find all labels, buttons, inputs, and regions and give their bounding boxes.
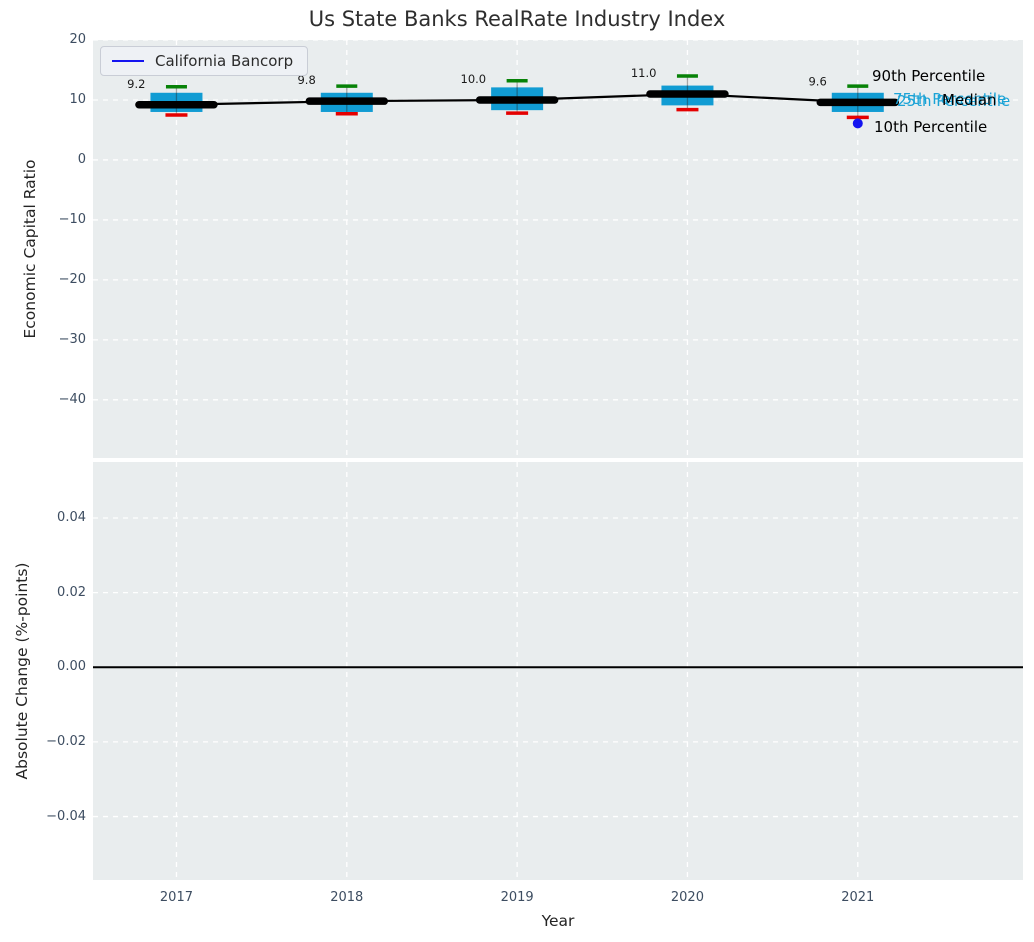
x-tick-label: 2019: [500, 890, 534, 905]
median-value-label: 11.0: [631, 66, 657, 80]
top-y-tick-label: −40: [58, 391, 86, 407]
bottom-plot-svg: [93, 462, 1023, 880]
legend-line-sample: [112, 60, 144, 62]
top-y-tick-label: −30: [58, 331, 86, 347]
x-tick-label: 2020: [670, 890, 704, 905]
bottom-y-tick-label: 0.02: [57, 584, 86, 600]
bottom-y-tick-label: 0.00: [57, 659, 86, 675]
median-value-label: 9.2: [127, 77, 145, 91]
median-value-label: 9.6: [808, 74, 826, 88]
p90-label: 90th Percentile: [872, 67, 985, 85]
legend: California Bancorp: [100, 46, 309, 76]
top-plot-area: 9.2 9.8 10.0 11.0 9.6 90th Percentile 75th Per…: [93, 40, 1023, 458]
bottom-y-axis-label: Absolute Change (%-points): [13, 562, 31, 780]
p25-label: 25th Percentile: [897, 92, 1010, 110]
x-axis-label: Year: [541, 912, 575, 930]
p75-label: 75th Percentile: [893, 90, 1006, 108]
bottom-plot-area: [93, 462, 1023, 880]
x-tick-label: 2018: [330, 890, 364, 905]
bottom-y-tick-label: −0.04: [46, 808, 86, 824]
p10-label: 10th Percentile: [874, 118, 987, 136]
median-label: Median: [942, 91, 997, 109]
chart-title: Us State Banks RealRate Industry Index: [308, 7, 726, 31]
bottom-y-tick-label: 0.04: [57, 509, 86, 525]
bottom-y-tick-label: −0.02: [46, 733, 86, 749]
top-y-tick-label: −20: [58, 271, 86, 287]
legend-label: California Bancorp: [155, 52, 294, 70]
top-y-tick-label: 10: [69, 91, 86, 107]
median-value-label: 9.8: [297, 73, 315, 87]
top-y-tick-label: −10: [58, 211, 86, 227]
top-y-tick-label: 20: [69, 32, 86, 47]
top-plot-svg: 9.2 9.8 10.0 11.0 9.6 90th Percentile 75th Per…: [93, 40, 1023, 458]
median-value-label: 10.0: [461, 72, 487, 86]
top-y-axis-label: Economic Capital Ratio: [21, 159, 39, 339]
x-tick-label: 2021: [841, 890, 875, 905]
company-point: [852, 118, 863, 129]
x-tick-label: 2017: [159, 890, 193, 905]
top-y-tick-label: 0: [77, 151, 86, 167]
